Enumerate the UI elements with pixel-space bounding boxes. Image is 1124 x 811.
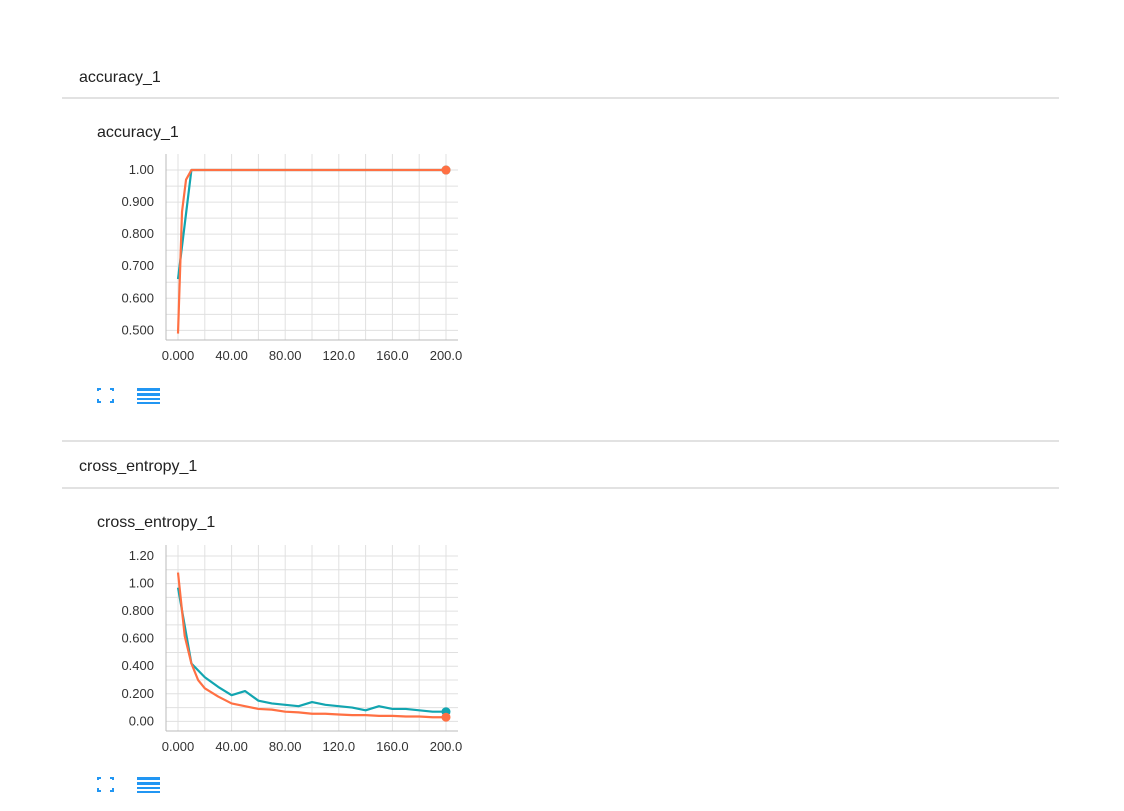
x-tick-label: 80.00 <box>269 739 302 754</box>
x-tick-label: 40.00 <box>215 739 248 754</box>
list-icon-glyph <box>137 777 160 793</box>
x-tick-label: 160.0 <box>376 739 409 754</box>
series-line-1 <box>176 572 446 719</box>
y-tick-label: 1.00 <box>129 576 154 591</box>
y-tick-label: 1.00 <box>129 162 154 177</box>
card-title-accuracy: accuracy_1 <box>97 124 179 141</box>
y-tick-label: 0.600 <box>121 290 154 305</box>
card-title-cross-entropy: cross_entropy_1 <box>97 514 216 531</box>
x-tick-label: 0.000 <box>162 739 195 754</box>
section-divider <box>62 440 1059 442</box>
x-tick-label: 0.000 <box>162 348 195 363</box>
series-endpoint-1 <box>441 712 451 722</box>
section-header-cross-entropy[interactable]: cross_entropy_1 <box>79 458 198 475</box>
x-tick-label: 120.0 <box>323 348 356 363</box>
accuracy-chart[interactable]: 0.500 0.600 0.700 0.800 0.900 1.00 0.000 40.00 8… <box>90 150 470 370</box>
section-header-accuracy[interactable]: accuracy_1 <box>79 69 161 86</box>
fullscreen-icon[interactable] <box>95 386 119 410</box>
x-tick-label: 40.00 <box>215 348 248 363</box>
series-line-0 <box>176 587 446 713</box>
y-tick-label: 0.600 <box>121 631 154 646</box>
x-tick-label: 160.0 <box>376 348 409 363</box>
y-tick-label: 0.900 <box>121 194 154 209</box>
fullscreen-icon-glyph <box>97 388 114 403</box>
y-tick-label: 0.500 <box>121 322 154 337</box>
fullscreen-icon[interactable] <box>95 775 119 799</box>
list-icon[interactable] <box>137 386 161 410</box>
x-tick-label: 120.0 <box>323 739 356 754</box>
y-tick-label: 0.00 <box>129 713 154 728</box>
list-icon[interactable] <box>137 775 161 799</box>
series-endpoint-1 <box>441 165 451 175</box>
section-divider <box>62 97 1059 99</box>
list-icon-glyph <box>137 388 160 404</box>
cross-entropy-chart[interactable]: 0.00 0.200 0.400 0.600 0.800 1.00 1.20 0.000 40.… <box>90 541 470 761</box>
y-tick-label: 0.700 <box>121 258 154 273</box>
y-tick-label: 0.800 <box>121 603 154 618</box>
series-line-1 <box>176 168 446 334</box>
x-tick-label: 200.0 <box>430 348 463 363</box>
y-tick-label: 0.800 <box>121 226 154 241</box>
fullscreen-icon-glyph <box>97 777 114 792</box>
y-tick-label: 0.400 <box>121 658 154 673</box>
y-tick-label: 1.20 <box>129 548 154 563</box>
x-tick-label: 80.00 <box>269 348 302 363</box>
x-tick-label: 200.0 <box>430 739 463 754</box>
section-divider <box>62 487 1059 489</box>
y-tick-label: 0.200 <box>121 686 154 701</box>
